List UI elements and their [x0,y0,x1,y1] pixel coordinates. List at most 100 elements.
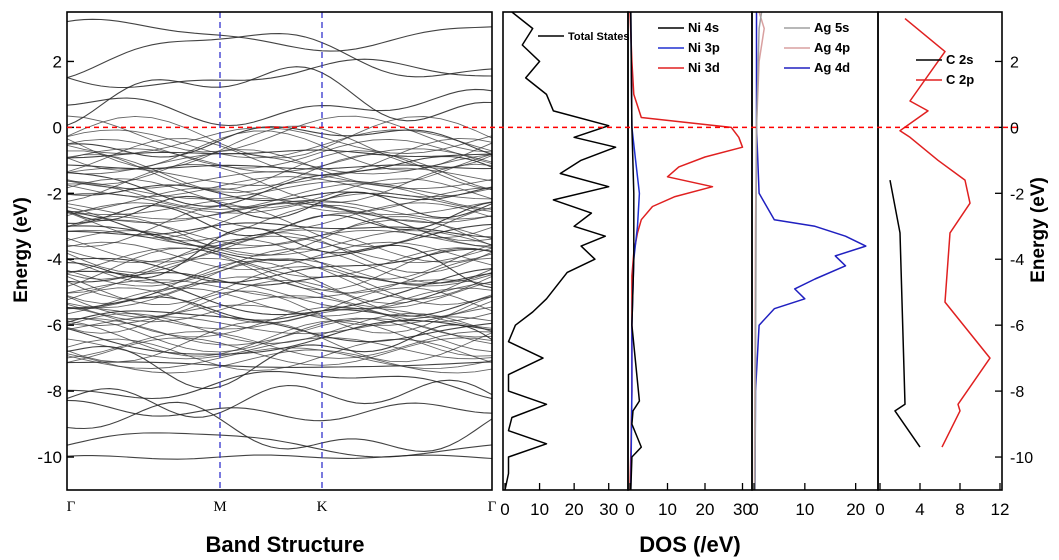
band-line [67,317,492,353]
legend-label: C 2s [946,52,973,67]
x-tick-label: 30 [733,500,752,519]
k-label-2: K [317,499,328,515]
band-line [67,229,492,249]
band-line [67,379,492,418]
x-tick-label: 10 [530,500,549,519]
right-y-tick-label: -8 [1010,384,1024,401]
band-line [67,205,492,248]
band-line [67,260,492,305]
band-line [67,137,492,177]
x-tick-label: 0 [625,500,634,519]
band-line [67,163,492,203]
band-line [67,129,492,159]
left-y-axis-label: Energy (eV) [11,197,32,303]
band-line [67,304,492,326]
y-tick-label: -4 [47,250,62,269]
x-tick-label: 0 [875,500,884,519]
band-line [67,229,492,263]
legend-label: Ag 5s [814,20,849,35]
band-line [67,115,492,153]
band-line [67,432,492,458]
dos-c-series [889,18,991,448]
dos-c-frame [877,11,1003,491]
series-c-2s [889,179,921,448]
band-line [67,153,492,194]
right-y-axis-label: Energy (eV) [1028,177,1049,283]
x-tick-label: 8 [955,500,964,519]
band-line [67,88,492,127]
band-line [67,370,492,400]
band-line [67,200,492,220]
right-y-tick-label: -4 [1010,252,1024,269]
band-line [67,347,492,369]
dos-ni-series [629,12,744,490]
legend-label: Ni 3d [688,60,720,75]
band-line [67,306,492,338]
x-tick-label: 20 [565,500,584,519]
band-line [67,230,492,256]
band-line [67,279,492,318]
band-line [67,279,492,299]
band-line [67,337,492,360]
right-y-tick-label: -2 [1010,186,1024,203]
series-ag-4d [754,12,867,490]
band-line [67,307,492,330]
band-line [67,58,492,89]
band-line [67,295,492,323]
band-line [67,178,492,209]
band-line [67,401,492,452]
band-line [67,171,492,190]
band-line [67,138,492,169]
band-line [67,287,492,317]
band-line [67,290,492,334]
y-tick-label: 2 [53,52,62,71]
band-line [67,281,492,310]
x-tick-label: 10 [658,500,677,519]
x-tick-label: 10 [795,500,814,519]
right-y-tick-label: -6 [1010,318,1024,335]
band-line [67,115,492,159]
y-tick-label: -8 [47,382,62,401]
band-line [67,33,492,79]
x-tick-label: 4 [915,500,924,519]
band-line [67,150,492,191]
band-line [67,257,492,294]
right-y-tick-label: 2 [1010,54,1019,71]
band-line [67,176,492,198]
band-structure-frame [66,11,493,491]
band-line [67,310,492,343]
band-line [67,126,492,158]
x-tick-label: 0 [749,500,758,519]
band-line [67,266,492,306]
x-tick-label: 0 [500,500,509,519]
series-ni-3p [630,12,641,490]
band-line [67,276,492,309]
band-line [67,155,492,207]
band-line [67,153,492,175]
band-line [67,180,492,200]
dos-caption: DOS (/eV) [639,532,740,557]
band-line [67,167,492,186]
band-line [67,399,492,422]
band-line [67,248,492,284]
right-y-tick-label: 0 [1010,120,1019,137]
series-total-states [504,12,617,490]
k-label-3: Γ [488,499,497,515]
band-line [67,338,492,372]
series-ag-5s [754,12,763,490]
band-line [67,454,492,460]
y-tick-label: 0 [53,118,62,137]
dos-ni-frame [627,11,753,491]
band-line [67,235,492,264]
band-line [67,66,492,126]
band-structure-caption: Band Structure [206,532,365,557]
band-line [67,215,492,257]
y-tick-label: -6 [47,316,62,335]
band-line [67,247,492,278]
y-tick-label: -10 [37,448,62,467]
band-line [67,232,492,274]
dos-ag-frame [751,11,879,491]
legend-label: C 2p [946,72,974,87]
legend-label: Ni 4s [688,20,719,35]
